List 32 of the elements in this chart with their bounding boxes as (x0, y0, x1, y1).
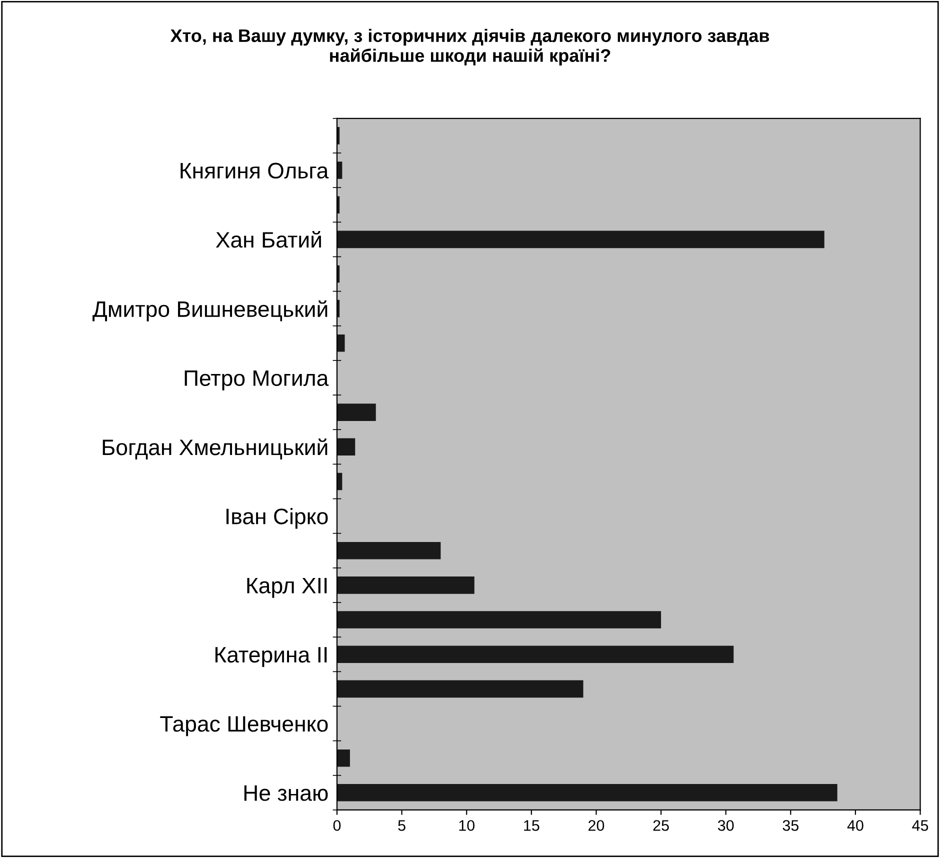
bar (336, 230, 824, 248)
y-tick-label: Катерина ІІ (215, 647, 327, 668)
chart-title: Хто, на Вашу думку, з історичних діячів далекого минулого завдав найбільше шкоди нашій країні? (170, 28, 770, 66)
x-tick-label: 15 (524, 820, 540, 831)
x-tick-label: 20 (588, 820, 604, 831)
bar (336, 542, 441, 560)
y-tick-label: Петро Могила (184, 370, 329, 390)
x-tick-label: 35 (782, 820, 798, 831)
bar (336, 334, 345, 352)
x-tick-label: 45 (912, 820, 928, 831)
y-tick-label: Тарас Шевченко (160, 716, 328, 736)
y-tick-label: Іван Сірко (226, 508, 328, 529)
bar (336, 784, 838, 802)
bar (336, 680, 584, 698)
y-tick-label: Дмитро Вишневецький (92, 300, 328, 322)
y-tick-label: Хан Батий (216, 230, 321, 248)
y-tick-label: Богдан Хмельницький (102, 438, 328, 460)
y-tick-label: Княгиня Ольга (180, 162, 329, 179)
x-tick-label: 25 (653, 820, 669, 831)
bar (336, 611, 662, 628)
x-tick-label: 40 (847, 820, 864, 831)
x-tick-label: 0 (333, 820, 341, 831)
bar (336, 749, 350, 767)
x-tick-label: 5 (398, 820, 406, 831)
x-tick-label: 10 (459, 820, 475, 831)
bar (336, 404, 376, 421)
bar (336, 646, 734, 663)
bar (336, 438, 356, 456)
y-tick-label: Карл ХІІ (247, 578, 327, 598)
x-tick-label: 30 (718, 820, 734, 831)
y-tick-label: Не знаю (244, 785, 328, 801)
bar (336, 576, 474, 594)
